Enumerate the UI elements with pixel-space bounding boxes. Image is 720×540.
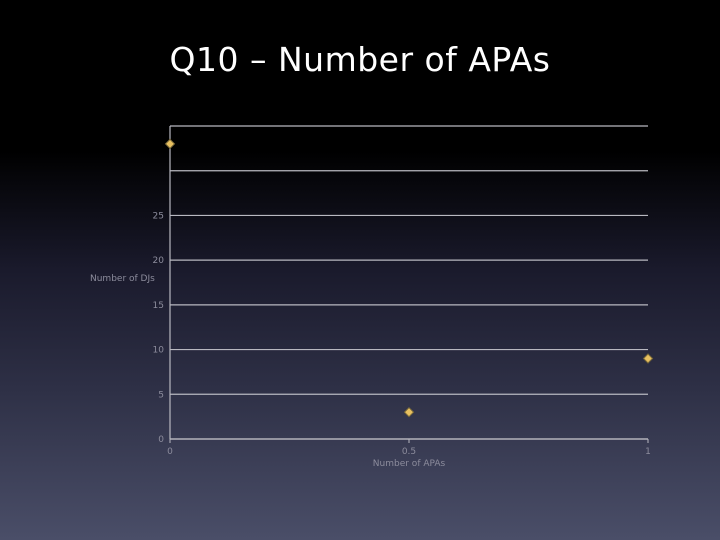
x-tick-labels: 0 0.5 1 (167, 447, 651, 457)
data-point-marker (403, 406, 415, 418)
y-tick-label: 20 (153, 256, 165, 266)
chart-gridlines (170, 125, 648, 440)
x-axis-title: Number of APAs (373, 459, 446, 469)
x-tick-label: 0 (167, 447, 173, 457)
y-tick-label: 10 (153, 346, 165, 356)
data-point-marker (164, 138, 176, 150)
chart-axes (169, 126, 649, 443)
x-tick-label: 0.5 (402, 447, 416, 457)
data-points (164, 138, 654, 418)
y-tick-labels: 0 5 10 15 20 25 (153, 211, 165, 445)
y-tick-label: 25 (153, 211, 164, 221)
slide-title: Q10 – Number of APAs (169, 40, 551, 79)
y-axis-title: Number of DJs (90, 274, 155, 284)
y-tick-label: 5 (158, 390, 164, 400)
y-tick-label: 15 (153, 301, 164, 311)
x-tick-label: 1 (645, 447, 651, 457)
data-point-marker (642, 353, 654, 364)
y-tick-label: 0 (158, 435, 164, 445)
